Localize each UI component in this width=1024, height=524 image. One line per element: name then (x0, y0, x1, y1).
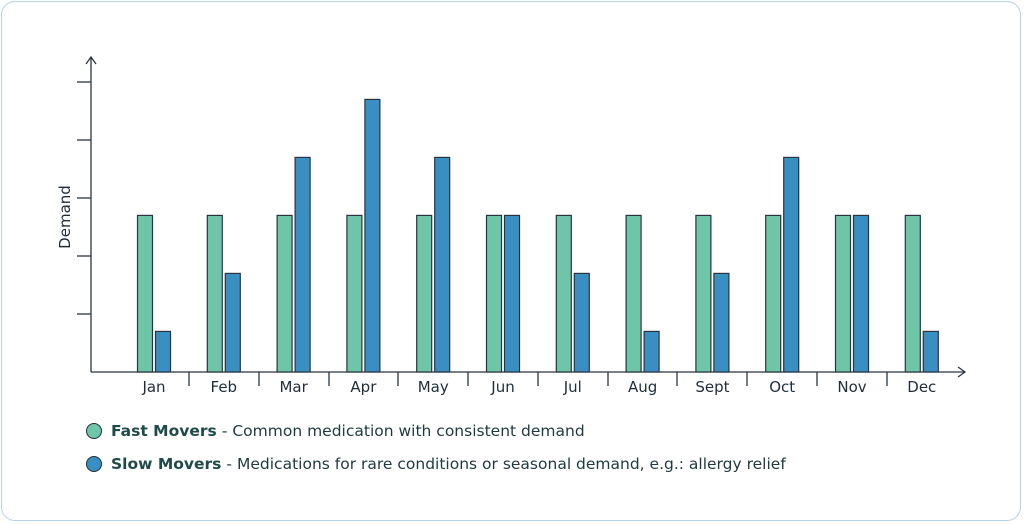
legend-swatch-slow-movers (86, 456, 102, 472)
y-axis-label: Demand (56, 185, 74, 249)
legend-item-fast-movers: Fast Movers - Common medication with con… (86, 420, 786, 442)
bar-fast-movers-oct (765, 214, 782, 373)
x-tick-label: Dec (907, 378, 936, 396)
x-tick-label: Mar (279, 378, 308, 396)
bar-slow-movers-feb (224, 272, 241, 373)
x-tick-label: Oct (769, 378, 795, 396)
bar-fast-movers-jul (555, 214, 572, 373)
tick-labels: Jan Feb Mar Apr May Jun Jul Aug Sept Oct Nov Dec (141, 378, 936, 396)
legend-name: Slow Movers (111, 455, 222, 473)
bar-fast-movers-mar (276, 214, 293, 373)
bar-slow-movers-mar (294, 156, 311, 373)
x-tick-label: Apr (350, 378, 377, 396)
bar-fast-movers-feb (206, 214, 223, 373)
legend-name: Fast Movers (111, 422, 217, 440)
bar-chart: Jan Feb Mar Apr May Jun Jul Aug Sept Oct Nov Dec De… (56, 55, 967, 396)
bar-slow-movers-nov (852, 214, 870, 373)
legend-item-slow-movers: Slow Movers - Medications for rare condi… (86, 453, 786, 475)
x-tick-label: Aug (628, 378, 657, 396)
bar-slow-movers-jan (154, 330, 172, 373)
bar-slow-movers-apr (364, 98, 381, 373)
x-tick-label: Feb (211, 378, 238, 396)
bar-fast-movers-nov (834, 214, 852, 373)
bar-slow-movers-may (434, 156, 451, 373)
bar-fast-movers-apr (346, 214, 363, 373)
legend: Fast Movers - Common medication with con… (86, 420, 786, 486)
legend-swatch-fast-movers (86, 423, 102, 439)
x-tick-label: Jan (141, 378, 165, 396)
bar-slow-movers-oct (783, 156, 800, 373)
bar-fast-movers-aug (625, 214, 642, 373)
bar-fast-movers-jun (485, 214, 503, 373)
bar-fast-movers-may (416, 214, 433, 373)
y-axis-arrow (85, 55, 97, 65)
legend-description: Common medication with consistent demand (232, 422, 585, 440)
x-tick-label: May (418, 378, 449, 396)
x-tick-label: Sept (695, 378, 729, 396)
bar-slow-movers-sept (713, 272, 730, 373)
x-tick-label: Jun (490, 378, 514, 396)
x-tick-label: Nov (837, 378, 866, 396)
bar-slow-movers-dec (922, 330, 939, 373)
legend-separator: - (221, 422, 228, 440)
bar-fast-movers-sept (695, 214, 712, 373)
bars (136, 98, 939, 373)
bar-slow-movers-aug (643, 330, 660, 373)
bar-slow-movers-jul (573, 272, 590, 373)
x-tick-label: Jul (563, 378, 582, 396)
bar-fast-movers-jan (136, 214, 154, 373)
x-axis-arrow (957, 366, 967, 378)
legend-separator: - (226, 455, 232, 473)
legend-description: Medications for rare conditions or seaso… (237, 455, 786, 473)
bar-fast-movers-dec (904, 214, 921, 373)
bar-slow-movers-jun (503, 214, 521, 373)
